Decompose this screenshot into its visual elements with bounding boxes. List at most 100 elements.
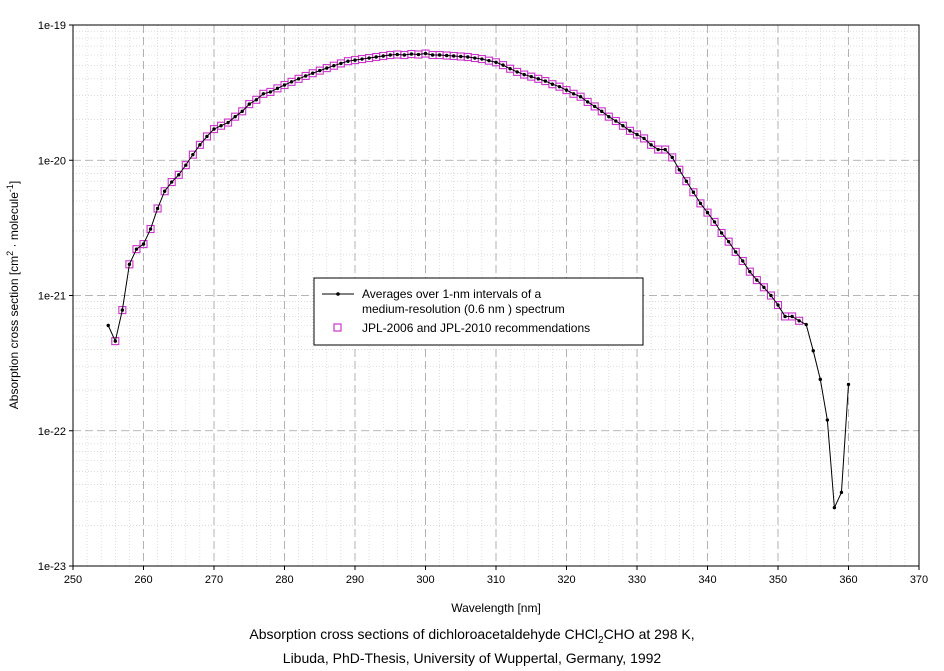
averages-data-point bbox=[106, 323, 110, 328]
x-tick-label: 290 bbox=[346, 574, 364, 586]
averages-data-point bbox=[444, 53, 449, 58]
jpl-data-point bbox=[717, 228, 726, 238]
jpl-data-point bbox=[195, 140, 204, 149]
averages-data-point bbox=[247, 102, 251, 106]
caption-line-1: Absorption cross sections of dichloroace… bbox=[249, 626, 695, 646]
averages-data-point bbox=[628, 129, 632, 133]
averages-data-point bbox=[811, 349, 815, 353]
jpl-data-point bbox=[738, 256, 747, 266]
averages-data-point bbox=[734, 250, 738, 254]
legend-square-symbol bbox=[333, 323, 342, 332]
x-tick-label: 330 bbox=[628, 574, 646, 586]
jpl-data-point bbox=[132, 245, 141, 254]
averages-data-point bbox=[593, 104, 597, 109]
averages-data-point bbox=[268, 90, 273, 94]
jpl-data-point bbox=[125, 260, 134, 269]
averages-data-point bbox=[127, 262, 132, 267]
averages-data-point bbox=[515, 70, 519, 74]
averages-data-point bbox=[719, 231, 724, 235]
averages-data-point bbox=[226, 120, 230, 125]
averages-data-point bbox=[642, 136, 646, 141]
averages-data-point bbox=[367, 56, 371, 60]
jpl-data-point bbox=[188, 150, 197, 159]
averages-data-point bbox=[670, 155, 674, 160]
jpl-data-point bbox=[795, 316, 804, 325]
averages-data-point bbox=[296, 77, 301, 81]
averages-data-point bbox=[600, 109, 604, 114]
jpl-data-point bbox=[202, 132, 211, 141]
jpl-data-point bbox=[146, 224, 155, 234]
jpl-data-point bbox=[160, 187, 169, 196]
averages-data-point bbox=[120, 308, 125, 312]
averages-data-point bbox=[409, 52, 414, 56]
x-tick-label: 340 bbox=[698, 574, 716, 586]
jpl-data-point bbox=[611, 116, 620, 126]
averages-data-point bbox=[360, 57, 364, 61]
x-tick-label: 270 bbox=[205, 574, 223, 586]
averages-data-point bbox=[663, 147, 667, 152]
y-tick-label: 1e-19 bbox=[38, 20, 66, 32]
legend-entry-averages-line1: Averages over 1-nm intervals of a bbox=[362, 287, 542, 301]
jpl-data-point bbox=[590, 102, 599, 111]
averages-data-point bbox=[473, 56, 477, 60]
averages-data-point bbox=[635, 132, 639, 137]
averages-data-point bbox=[571, 92, 576, 96]
legend-dot-symbol bbox=[336, 292, 340, 296]
x-tick-label: 310 bbox=[487, 574, 505, 586]
jpl-data-point bbox=[245, 100, 254, 109]
averages-data-point bbox=[395, 52, 399, 57]
x-tick-label: 360 bbox=[839, 574, 857, 586]
averages-data-point bbox=[797, 319, 801, 323]
jpl-data-point bbox=[252, 95, 261, 104]
averages-data-point bbox=[607, 114, 611, 119]
jpl-data-point bbox=[639, 134, 649, 143]
averages-data-point bbox=[522, 72, 526, 77]
averages-data-point bbox=[536, 77, 540, 81]
averages-data-point bbox=[494, 60, 498, 64]
averages-data-point bbox=[578, 95, 583, 99]
jpl-data-point bbox=[675, 165, 684, 174]
jpl-data-point bbox=[682, 177, 691, 186]
averages-data-point bbox=[233, 114, 237, 119]
averages-data-point bbox=[374, 55, 378, 59]
jpl-data-point bbox=[689, 188, 698, 197]
y-tick-label: 1e-23 bbox=[38, 561, 66, 573]
averages-data-point bbox=[303, 74, 308, 78]
averages-data-point bbox=[198, 143, 202, 147]
averages-data-point bbox=[487, 58, 491, 63]
averages-data-point bbox=[543, 79, 548, 83]
y-tick-label: 1e-22 bbox=[38, 426, 66, 438]
jpl-data-point bbox=[745, 267, 754, 276]
averages-data-point bbox=[698, 201, 703, 206]
averages-data-point bbox=[691, 190, 696, 194]
averages-data-point bbox=[261, 92, 266, 96]
averages-data-point bbox=[452, 54, 456, 58]
jpl-data-point bbox=[668, 153, 677, 162]
y-axis-title: Absorption cross section [cm2 · molecule… bbox=[5, 181, 21, 409]
averages-line bbox=[107, 53, 849, 510]
legend-entry-jpl: JPL-2006 and JPL-2010 recommendations bbox=[362, 321, 590, 335]
averages-data-point bbox=[388, 53, 392, 57]
averages-data-point bbox=[508, 67, 512, 71]
x-tick-label: 320 bbox=[557, 574, 575, 586]
jpl-data-point bbox=[174, 170, 183, 179]
x-tick-label: 260 bbox=[134, 574, 152, 586]
jpl-data-point bbox=[231, 112, 240, 121]
averages-data-point bbox=[755, 278, 759, 282]
averages-data-point bbox=[141, 242, 146, 246]
jpl-data-point bbox=[576, 92, 585, 101]
y-tick-label: 1e-21 bbox=[38, 291, 66, 303]
jpl-data-point bbox=[773, 300, 783, 310]
averages-data-point bbox=[332, 64, 336, 68]
averages-data-point bbox=[282, 83, 287, 87]
legend-entry-averages-line2: medium-resolution (0.6 nm ) spectrum bbox=[362, 302, 565, 316]
averages-data-point bbox=[177, 173, 181, 177]
averages-data-point bbox=[705, 210, 710, 215]
jpl-data-point bbox=[618, 121, 627, 130]
averages-data-point bbox=[339, 61, 343, 66]
jpl-data-point bbox=[224, 118, 233, 127]
jpl-data-point bbox=[118, 306, 127, 315]
averages-data-point bbox=[550, 82, 555, 86]
jpl-data-point bbox=[583, 97, 592, 106]
